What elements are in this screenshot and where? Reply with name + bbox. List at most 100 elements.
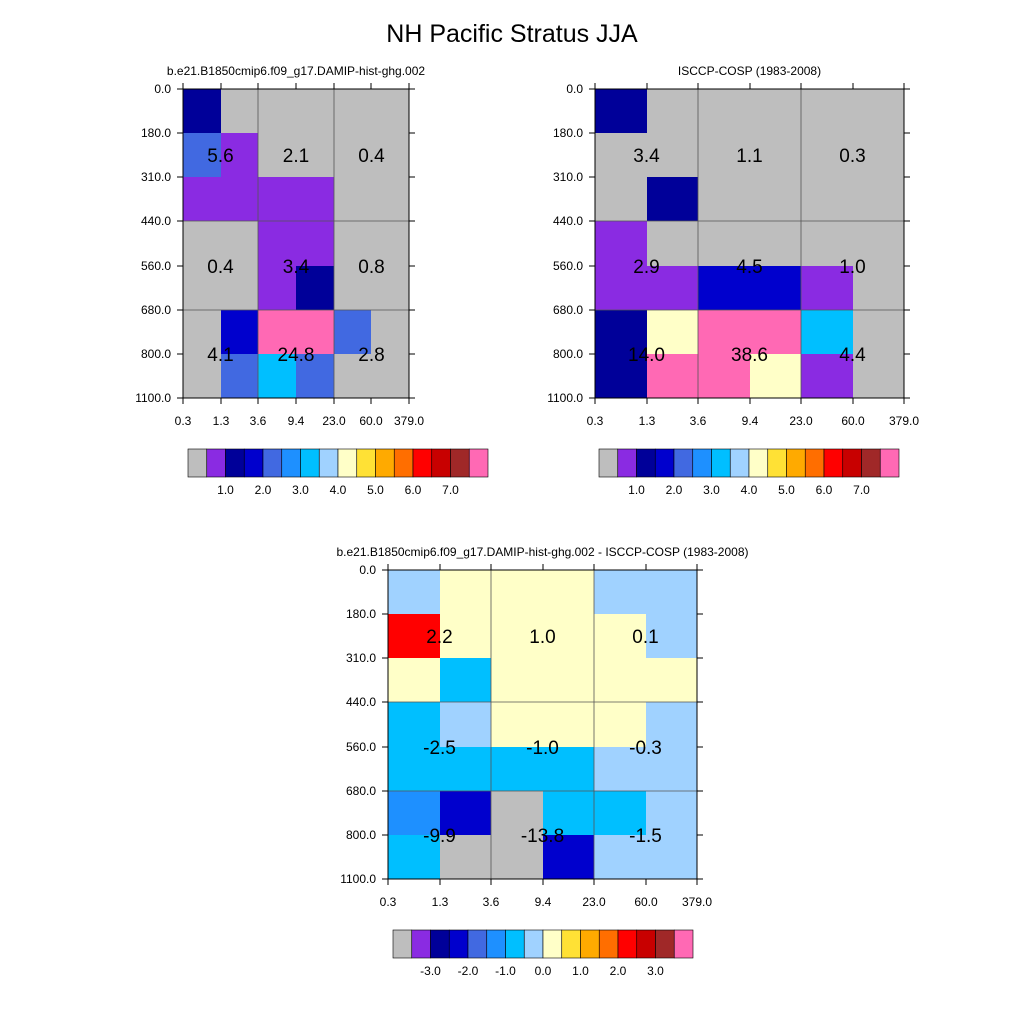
block-total-label: 2.9: [633, 257, 659, 278]
heatmap-cell: [221, 177, 258, 221]
block-total-label: -2.5: [423, 738, 456, 759]
colorbar-swatch: [598, 448, 619, 478]
block-total-label: 2.2: [426, 627, 452, 648]
heatmap-cell: [491, 570, 543, 614]
heatmap-cell: [221, 221, 258, 266]
heatmap-cell: [371, 354, 409, 398]
panel-model: b.e21.B1850cmip6.f09_g17.DAMIP-hist-ghg.…: [135, 64, 489, 497]
x-tick-label: 23.0: [582, 895, 606, 909]
heatmap-cell: [595, 89, 647, 133]
heatmap-cell: [221, 133, 258, 177]
colorbar-swatch: [673, 929, 694, 959]
heatmap-cell: [647, 310, 698, 354]
heatmap-cell: [647, 266, 698, 310]
x-tick-label: 379.0: [394, 414, 424, 428]
colorbar-label: -3.0: [420, 964, 441, 978]
heatmap-cell: [491, 835, 543, 879]
colorbar-swatch: [206, 448, 226, 478]
colorbar-swatch: [861, 448, 881, 478]
heatmap-cell: [698, 221, 750, 266]
y-tick-label: 800.0: [346, 828, 376, 842]
heatmap-cell: [698, 266, 750, 310]
colorbar-swatch: [523, 929, 544, 959]
colorbar-swatch: [879, 448, 900, 478]
figure-title: NH Pacific Stratus JJA: [386, 20, 638, 48]
colorbar-swatch: [823, 448, 844, 478]
colorbar-swatch: [786, 448, 806, 478]
heatmap-cell: [595, 177, 647, 221]
heatmap-cell: [491, 747, 543, 791]
y-tick-label: 310.0: [141, 170, 171, 184]
block-total-label: 1.0: [529, 627, 555, 648]
colorbar-swatch: [467, 929, 488, 959]
heatmap-cell: [440, 614, 491, 658]
heatmap-cell: [296, 310, 334, 354]
block-total-label: 0.4: [207, 257, 234, 278]
heatmap-cell: [440, 791, 491, 835]
heatmap-cell: [296, 221, 334, 266]
heatmap-cell: [595, 310, 647, 354]
heatmap-cell: [491, 702, 543, 747]
colorbar-swatch: [411, 929, 431, 959]
x-tick-label: 9.4: [535, 895, 552, 909]
block-total-label: -0.3: [629, 738, 662, 759]
colorbar-swatch: [337, 448, 358, 478]
heatmap-cell: [388, 791, 440, 835]
heatmap-cell: [543, 747, 594, 791]
heatmap-cell: [646, 747, 697, 791]
heatmap-cell: [853, 354, 904, 398]
colorbar-label: 1.0: [628, 483, 645, 497]
colorbar-label: 1.0: [572, 964, 589, 978]
heatmap-cell: [334, 354, 371, 398]
heatmap-cell: [371, 177, 409, 221]
colorbar-label: 7.0: [853, 483, 870, 497]
heatmap-cell: [853, 177, 904, 221]
block-total-label: 3.4: [283, 257, 310, 278]
heatmap-cell: [221, 310, 258, 354]
x-tick-label: 0.3: [175, 414, 192, 428]
colorbar-label: 3.0: [292, 483, 309, 497]
heatmap-cell: [801, 133, 853, 177]
colorbar-swatch: [673, 448, 694, 478]
colorbar-swatch: [187, 448, 208, 478]
heatmap-cell: [440, 570, 491, 614]
x-tick-label: 60.0: [841, 414, 865, 428]
colorbar-label: 4.0: [741, 483, 758, 497]
heatmap-cell: [595, 354, 647, 398]
heatmap-cell: [595, 133, 647, 177]
block-total-label: 1.1: [736, 146, 762, 167]
x-tick-label: 9.4: [742, 414, 759, 428]
heatmap-cell: [296, 89, 334, 133]
heatmap-cell: [543, 791, 594, 835]
heatmap-cell: [646, 835, 697, 879]
colorbar: 1.0 2.0 3.0 4.0 5.0 6.0 7.0: [598, 448, 900, 497]
x-tick-label: 23.0: [789, 414, 813, 428]
heatmap-cell: [296, 354, 334, 398]
y-tick-label: 680.0: [141, 303, 171, 317]
x-tick-label: 60.0: [634, 895, 658, 909]
y-tick-label: 560.0: [346, 740, 376, 754]
heatmap-cell: [183, 177, 221, 221]
colorbar-swatch: [300, 448, 320, 478]
heatmap-cell: [334, 266, 371, 310]
heatmap-cell: [750, 310, 801, 354]
heatmap-cell: [221, 354, 258, 398]
heatmap-cell: [334, 177, 371, 221]
colorbar-swatch: [636, 448, 656, 478]
x-tick-label: 3.6: [483, 895, 500, 909]
heatmap-cell: [646, 614, 697, 658]
block-total-label: 0.8: [358, 257, 384, 278]
heatmap-cell: [750, 354, 801, 398]
heatmap-cell: [388, 570, 440, 614]
heatmap-cell: [543, 702, 594, 747]
y-tick-label: 800.0: [141, 347, 171, 361]
heatmap-cell: [594, 658, 646, 702]
heatmap-cell: [388, 835, 440, 879]
colorbar-label: 5.0: [778, 483, 795, 497]
heatmap-cell: [334, 133, 371, 177]
heatmap-cell: [801, 177, 853, 221]
heatmap-cell: [491, 614, 543, 658]
heatmap-cell: [594, 791, 646, 835]
y-tick-label: 560.0: [141, 259, 171, 273]
block-total-label: 4.1: [207, 345, 233, 366]
